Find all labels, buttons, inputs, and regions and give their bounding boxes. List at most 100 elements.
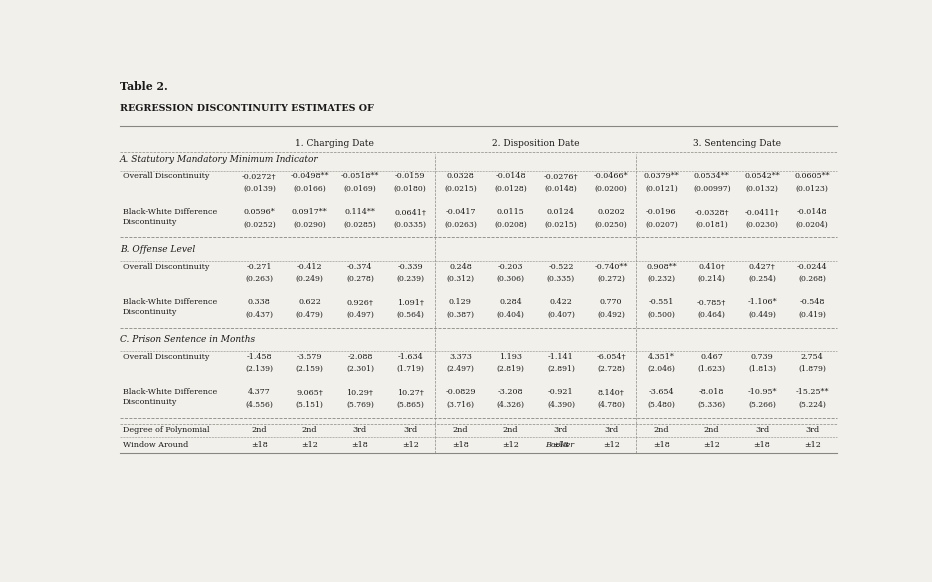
Text: -0.0276†: -0.0276† [543,172,578,180]
Text: ±12: ±12 [301,441,318,449]
Text: -8.018: -8.018 [699,388,724,396]
Text: 3rd: 3rd [403,426,418,434]
Text: 1.091†: 1.091† [397,299,424,306]
Text: -0.548: -0.548 [800,299,825,306]
Text: 2nd: 2nd [653,426,669,434]
Text: -10.95*: -10.95* [747,388,776,396]
Text: 2nd: 2nd [704,426,720,434]
Text: (5.769): (5.769) [346,400,374,409]
Text: (0.419): (0.419) [799,310,826,318]
Text: -0.271: -0.271 [247,262,272,271]
Text: 2. Disposition Date: 2. Disposition Date [492,139,580,148]
Text: 0.0605**: 0.0605** [794,172,830,180]
Text: Table 2.: Table 2. [120,81,168,92]
Text: (0.272): (0.272) [597,275,625,283]
Text: (2.301): (2.301) [346,365,374,372]
Text: (5.480): (5.480) [648,400,676,409]
Text: (0.0181): (0.0181) [695,221,728,228]
Text: (5.865): (5.865) [396,400,424,409]
Text: ±12: ±12 [502,441,519,449]
Text: (0.0169): (0.0169) [344,184,377,193]
Text: Overall Discontinuity: Overall Discontinuity [123,262,210,271]
Text: ±12: ±12 [704,441,720,449]
Text: -6.054†: -6.054† [596,353,626,361]
Text: (0.232): (0.232) [648,275,676,283]
Text: (0.0207): (0.0207) [645,221,678,228]
Text: (2.159): (2.159) [295,365,323,372]
Text: ±12: ±12 [603,441,620,449]
Text: (0.0123): (0.0123) [796,184,829,193]
Text: (0.479): (0.479) [295,310,323,318]
Text: (0.249): (0.249) [295,275,323,283]
Text: (0.0180): (0.0180) [394,184,427,193]
Text: -1.141: -1.141 [548,353,574,361]
Text: (1.879): (1.879) [799,365,826,372]
Text: ±18: ±18 [553,441,569,449]
Text: -0.551: -0.551 [649,299,674,306]
Text: (0.387): (0.387) [446,310,474,318]
Text: ±18: ±18 [653,441,670,449]
Text: Window Around: Window Around [123,441,191,449]
Text: 3.373: 3.373 [449,353,472,361]
Text: ±18: ±18 [452,441,469,449]
Text: 2nd: 2nd [453,426,468,434]
Text: (4.390): (4.390) [547,400,575,409]
Text: 0.908**: 0.908** [646,262,677,271]
Text: -0.0196: -0.0196 [646,208,677,217]
Text: -0.0244: -0.0244 [797,262,828,271]
Text: Black-White Difference
Discontinuity: Black-White Difference Discontinuity [123,208,217,225]
Text: ±12: ±12 [402,441,418,449]
Text: (0.407): (0.407) [547,310,575,318]
Text: (0.0250): (0.0250) [595,221,627,228]
Text: 0.926†: 0.926† [347,299,374,306]
Text: 3rd: 3rd [805,426,819,434]
Text: ±12: ±12 [803,441,821,449]
Text: 8.140†: 8.140† [597,388,624,396]
Text: ±18: ±18 [351,441,368,449]
Text: -0.0148: -0.0148 [496,172,526,180]
Text: Black-White Difference
Discontinuity: Black-White Difference Discontinuity [123,299,217,315]
Text: (0.497): (0.497) [346,310,374,318]
Text: Overall Discontinuity: Overall Discontinuity [123,172,210,180]
Text: (0.0148): (0.0148) [544,184,577,193]
Text: (0.0139): (0.0139) [243,184,276,193]
Text: -0.339: -0.339 [397,262,423,271]
Text: (4.556): (4.556) [245,400,273,409]
Text: Black-White Difference
Discontinuity: Black-White Difference Discontinuity [123,388,217,406]
Text: (0.564): (0.564) [396,310,424,318]
Text: 0.338: 0.338 [248,299,270,306]
Text: (0.278): (0.278) [346,275,374,283]
Text: (2.497): (2.497) [446,365,474,372]
Text: 10.27†: 10.27† [397,388,423,396]
Text: -0.0148: -0.0148 [797,208,828,217]
Text: 0.0115: 0.0115 [497,208,525,217]
Text: (4.780): (4.780) [597,400,625,409]
Text: (0.464): (0.464) [698,310,726,318]
Text: 3rd: 3rd [554,426,568,434]
Text: 0.422: 0.422 [550,299,572,306]
Text: B. Offense Level: B. Offense Level [120,245,196,254]
Text: 3rd: 3rd [353,426,367,434]
Text: (0.254): (0.254) [748,275,776,283]
Text: (0.0230): (0.0230) [746,221,778,228]
Text: -0.0466*: -0.0466* [594,172,628,180]
Text: (4.326): (4.326) [497,400,525,409]
Text: (0.0285): (0.0285) [344,221,377,228]
Text: (0.0204): (0.0204) [796,221,829,228]
Text: (0.0335): (0.0335) [393,221,427,228]
Text: -3.579: -3.579 [297,353,322,361]
Text: (0.0215): (0.0215) [444,184,477,193]
Text: (2.891): (2.891) [547,365,575,372]
Text: -0.374: -0.374 [347,262,373,271]
Text: C. Prison Sentence in Months: C. Prison Sentence in Months [120,335,255,344]
Text: -3.208: -3.208 [498,388,524,396]
Text: (0.0166): (0.0166) [294,184,326,193]
Text: Booker: Booker [545,441,574,449]
Text: A. Statutory Mandatory Minimum Indicator: A. Statutory Mandatory Minimum Indicator [120,155,319,164]
Text: -15.25**: -15.25** [796,388,829,396]
Text: 0.114**: 0.114** [345,208,376,217]
Text: -0.0498**: -0.0498** [291,172,329,180]
Text: 0.0534**: 0.0534** [693,172,730,180]
Text: 3. Sentencing Date: 3. Sentencing Date [692,139,781,148]
Text: -0.0417: -0.0417 [445,208,475,217]
